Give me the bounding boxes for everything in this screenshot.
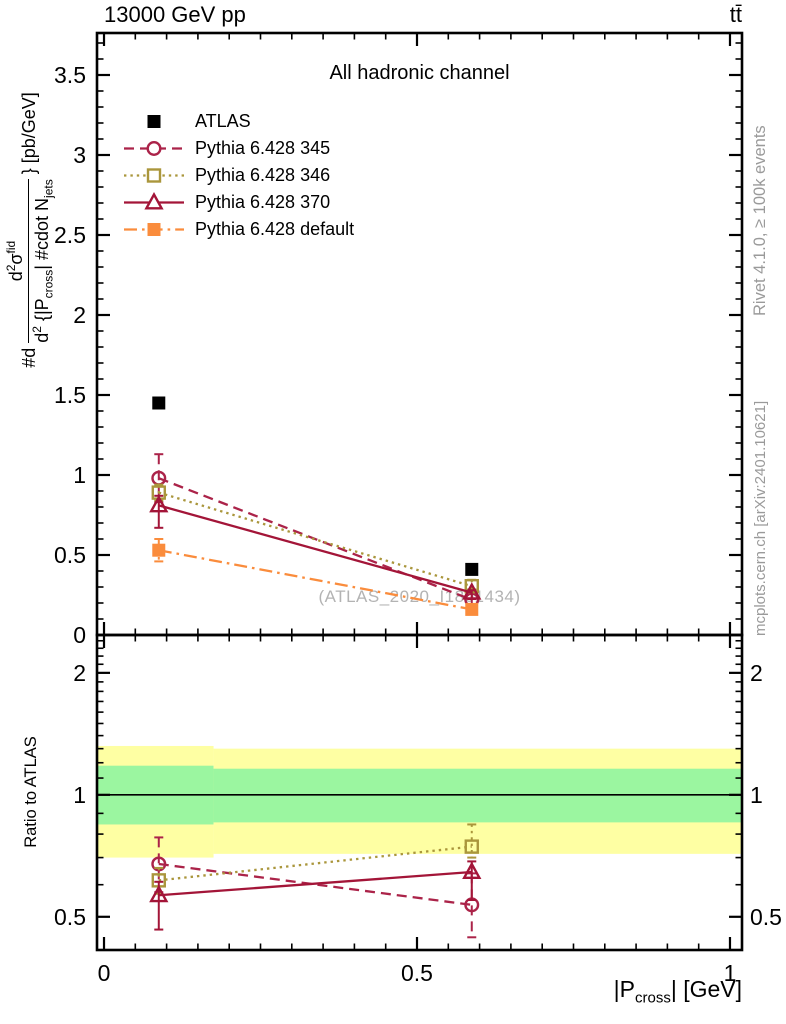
legend-item-pythia-6-428-default: Pythia 6.428 default: [122, 216, 354, 243]
tick-label: 2: [73, 302, 86, 328]
mcplots-credit-label: mcplots.cern.ch [arXiv:2401.10621]: [752, 400, 769, 636]
main-series-pythia-6-428-370: [149, 494, 482, 600]
legend-square-filled-icon: [124, 223, 184, 236]
y-label-den-exp: 2: [30, 326, 44, 333]
tick-label: 2.5: [54, 222, 86, 248]
tick-label: 3: [73, 142, 86, 168]
tick-label: 0.5: [54, 542, 86, 568]
y-axis-label-main: #d d2σfid d2 {|Pcross| #cdot Njets } [pb…: [4, 28, 56, 432]
y-label-den-p: {|P: [32, 298, 52, 327]
legend: ATLAS Pythia 6.428 345 Pythia 6.428 346 Pyt…: [122, 108, 354, 243]
tick-label: 3.5: [54, 62, 86, 88]
x-axis-label: |Pcross| [GeV]: [400, 976, 742, 1007]
y-label-den-d: d: [32, 332, 52, 343]
legend-square-open-icon: [124, 168, 184, 183]
rivet-version-label: Rivet 4.1.0, ≥ 100k events: [751, 125, 769, 316]
tick-label: 0: [98, 960, 111, 986]
x-label-unit: | [GeV]: [670, 976, 742, 1002]
legend-item-pythia-6-428-345: Pythia 6.428 345: [122, 135, 354, 162]
beam-energy-label: 13000 GeV pp: [104, 2, 246, 27]
axis-tick-labels: 0 0.5 1 1.5 2 2.5 3 3.5 0.5 0.5 1 1 2 2 0 0.5 1: [54, 62, 782, 986]
ratio-series-pythia-6-428-370: [149, 860, 482, 931]
y-label-num-fid: fid: [4, 240, 18, 254]
legend-triangle-open-icon: [124, 192, 184, 210]
plot-title: All hadronic channel: [329, 62, 510, 84]
legend-label: ATLAS: [195, 111, 251, 131]
y-label-den-jets: jets: [41, 179, 56, 198]
tick-label: 1: [724, 960, 737, 986]
tick-label: 0: [73, 622, 86, 648]
y-axis-label-ratio: Ratio to ATLAS: [22, 736, 40, 848]
ratio-uncertainty-bands: [97, 745, 742, 858]
tick-label: 0.5: [54, 904, 86, 930]
tick-label: 0.5: [750, 904, 782, 930]
ratio-panel-frame: [95, 633, 744, 952]
tick-label: 1: [750, 782, 763, 808]
x-label-cross: cross: [634, 989, 671, 1007]
legend-item-atlas: ATLAS: [122, 108, 354, 135]
legend-square-filled-icon: [147, 115, 161, 128]
tick-label: 1: [73, 462, 86, 488]
y-label-num-d: d: [6, 271, 26, 282]
y-label-numerator: d2σfid: [4, 179, 29, 343]
process-label: tt̄: [729, 2, 742, 27]
legend-label: Pythia 6.428 345: [195, 138, 331, 158]
main-series-pythia-6-428-default: [152, 538, 479, 616]
y-label-suffix: } [pb/GeV]: [19, 92, 40, 175]
y-label-den-njets: | #cdot N: [32, 197, 52, 270]
legend-item-pythia-6-428-346: Pythia 6.428 346: [122, 162, 354, 189]
y-label-denominator: d2 {|Pcross| #cdot Njets: [29, 179, 56, 342]
legend-label: Pythia 6.428 370: [195, 192, 331, 212]
y-label-num-exp: 2: [4, 264, 18, 272]
main-series-pythia-6-428-345: [151, 453, 480, 608]
tick-label: 1: [73, 782, 86, 808]
tick-label: 2: [73, 660, 86, 686]
tick-label: 1.5: [54, 382, 86, 408]
y-label-prefix: #d: [19, 347, 40, 368]
main-series-atlas: [152, 396, 479, 576]
tick-label: 0.5: [401, 960, 433, 986]
legend-label: Pythia 6.428 346: [195, 165, 331, 185]
y-label-den-cross: cross: [41, 269, 56, 299]
tick-label: 2: [750, 660, 763, 686]
legend-circle-open-icon: [124, 140, 184, 157]
y-label-fraction: d2σfid d2 {|Pcross| #cdot Njets: [4, 179, 56, 343]
legend-label: Pythia 6.428 default: [195, 219, 355, 239]
x-label-p: |P: [613, 976, 635, 1002]
y-label-num-sigma: σ: [6, 253, 26, 265]
legend-item-pythia-6-428-370: Pythia 6.428 370: [122, 189, 354, 216]
